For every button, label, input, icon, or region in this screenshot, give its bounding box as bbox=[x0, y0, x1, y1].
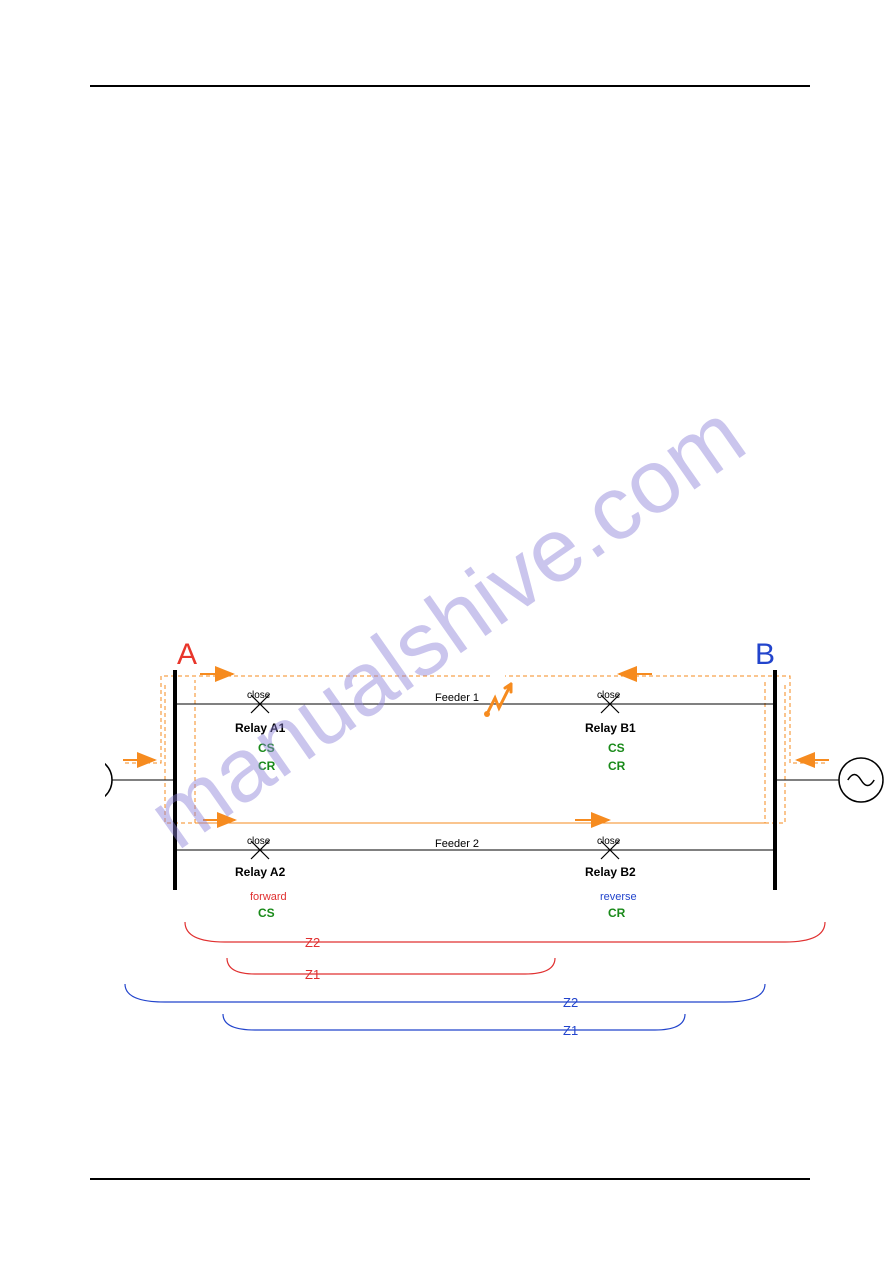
svg-text:Relay B1: Relay B1 bbox=[585, 721, 636, 735]
diagram-svg: Feeder 1 Feeder 2 A B closeclosecloseclo… bbox=[105, 630, 885, 1070]
bus-a-label: A bbox=[177, 638, 197, 671]
reverse-label: reverse bbox=[600, 891, 637, 903]
svg-text:Z2: Z2 bbox=[563, 995, 578, 1010]
svg-text:CS: CS bbox=[258, 906, 275, 920]
svg-text:CS: CS bbox=[258, 741, 275, 755]
svg-text:CR: CR bbox=[608, 906, 626, 920]
svg-text:Z2: Z2 bbox=[305, 935, 320, 950]
svg-text:CR: CR bbox=[608, 759, 626, 773]
lower-signals: CS CR bbox=[258, 906, 626, 920]
relays-group: Relay A1 CS CR Relay B1 CS CR Relay A2 Relay B2 bbox=[235, 721, 636, 879]
breakers-group: close close close close bbox=[247, 690, 621, 859]
forward-label: forward bbox=[250, 891, 287, 903]
svg-text:Relay B2: Relay B2 bbox=[585, 865, 636, 879]
svg-text:Z1: Z1 bbox=[305, 967, 320, 982]
fault-icon bbox=[484, 684, 511, 717]
svg-text:CS: CS bbox=[608, 741, 625, 755]
source-b bbox=[839, 758, 883, 802]
svg-text:Relay A2: Relay A2 bbox=[235, 865, 286, 879]
svg-text:close: close bbox=[597, 690, 621, 701]
svg-text:Relay A1: Relay A1 bbox=[235, 721, 286, 735]
header-rule bbox=[90, 85, 810, 87]
footer-rule bbox=[90, 1178, 810, 1180]
svg-text:CR: CR bbox=[258, 759, 276, 773]
svg-text:close: close bbox=[247, 836, 271, 847]
zones-group: Z2 Z1 Z2 Z1 bbox=[125, 922, 825, 1038]
svg-text:close: close bbox=[597, 836, 621, 847]
svg-text:close: close bbox=[247, 690, 271, 701]
feeder1-label: Feeder 1 bbox=[435, 692, 479, 704]
bus-b-label: B bbox=[755, 638, 775, 671]
source-a bbox=[105, 758, 112, 802]
relay-diagram: Feeder 1 Feeder 2 A B closeclosecloseclo… bbox=[105, 630, 865, 1070]
svg-text:Z1: Z1 bbox=[563, 1023, 578, 1038]
feeder2-label: Feeder 2 bbox=[435, 838, 479, 850]
